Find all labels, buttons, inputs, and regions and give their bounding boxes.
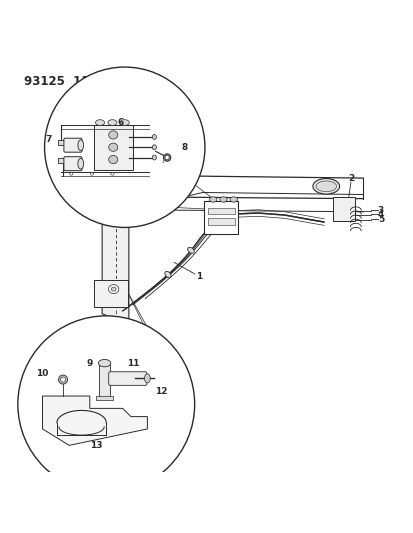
Polygon shape [43, 396, 147, 446]
Text: 12: 12 [155, 387, 168, 397]
Ellipse shape [90, 173, 93, 175]
FancyBboxPatch shape [203, 201, 237, 234]
Text: 1: 1 [196, 272, 202, 281]
Circle shape [18, 316, 194, 492]
Text: 10: 10 [36, 369, 49, 378]
Ellipse shape [111, 173, 114, 175]
Ellipse shape [60, 377, 65, 382]
Bar [94, 125, 133, 170]
Ellipse shape [152, 155, 156, 160]
Text: 5: 5 [377, 215, 383, 224]
Ellipse shape [152, 145, 156, 150]
Ellipse shape [230, 197, 237, 202]
Bar [207, 218, 234, 224]
Text: 3: 3 [377, 206, 383, 215]
Ellipse shape [69, 173, 73, 175]
Ellipse shape [109, 143, 117, 151]
Circle shape [45, 67, 204, 228]
Bar [96, 396, 113, 400]
Ellipse shape [187, 247, 194, 253]
Ellipse shape [312, 179, 339, 194]
Ellipse shape [109, 131, 117, 139]
Ellipse shape [315, 181, 336, 192]
FancyBboxPatch shape [64, 138, 82, 152]
Ellipse shape [152, 134, 156, 140]
Bar [57, 140, 65, 145]
Text: 9: 9 [86, 359, 93, 368]
Ellipse shape [95, 120, 104, 125]
Bar [207, 208, 234, 214]
Polygon shape [102, 197, 128, 324]
Text: 8: 8 [181, 143, 187, 152]
Text: 13: 13 [90, 441, 102, 450]
Ellipse shape [108, 285, 119, 294]
Text: 7: 7 [45, 134, 52, 143]
Ellipse shape [144, 374, 150, 383]
Ellipse shape [209, 197, 216, 202]
Ellipse shape [78, 158, 83, 169]
FancyBboxPatch shape [93, 280, 127, 307]
Bar [57, 158, 65, 163]
Ellipse shape [164, 271, 171, 278]
Ellipse shape [78, 140, 83, 150]
Text: 11: 11 [126, 359, 139, 368]
Ellipse shape [219, 197, 227, 202]
FancyBboxPatch shape [109, 372, 147, 385]
Ellipse shape [111, 287, 116, 291]
Text: 4: 4 [377, 210, 383, 219]
FancyBboxPatch shape [64, 157, 82, 171]
Ellipse shape [120, 120, 129, 125]
Ellipse shape [163, 154, 171, 161]
Ellipse shape [58, 375, 67, 384]
Ellipse shape [98, 359, 111, 367]
FancyBboxPatch shape [332, 197, 355, 221]
Ellipse shape [165, 156, 169, 159]
Text: 93125  1100A: 93125 1100A [24, 75, 114, 88]
Text: 6: 6 [117, 118, 123, 127]
Ellipse shape [108, 120, 116, 125]
Ellipse shape [109, 156, 117, 164]
Text: 2: 2 [348, 174, 354, 183]
Bar [99, 365, 110, 398]
